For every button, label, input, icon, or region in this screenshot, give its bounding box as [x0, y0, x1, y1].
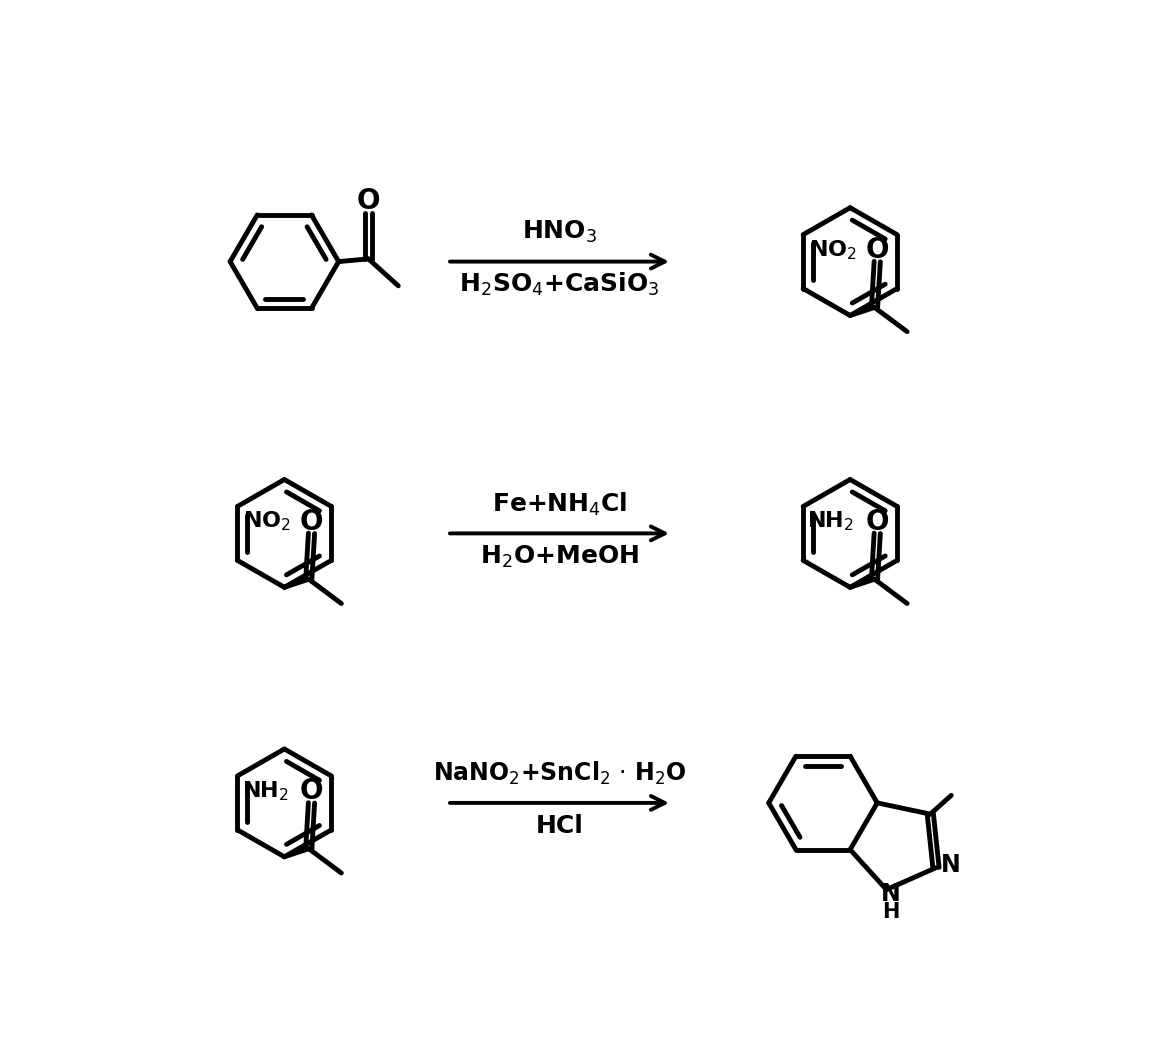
- Text: NaNO$_2$+SnCl$_2$ $\cdot$ H$_2$O: NaNO$_2$+SnCl$_2$ $\cdot$ H$_2$O: [432, 760, 686, 787]
- Text: O: O: [866, 507, 889, 536]
- Text: H: H: [882, 903, 899, 923]
- Text: O: O: [866, 236, 889, 264]
- Text: HNO$_3$: HNO$_3$: [522, 219, 597, 245]
- Text: O: O: [300, 507, 323, 536]
- Text: Fe+NH$_4$Cl: Fe+NH$_4$Cl: [491, 490, 627, 518]
- Text: NO$_2$: NO$_2$: [243, 509, 291, 534]
- Text: H$_2$SO$_4$+CaSiO$_3$: H$_2$SO$_4$+CaSiO$_3$: [459, 271, 659, 298]
- Text: NH$_2$: NH$_2$: [808, 509, 854, 534]
- Text: H$_2$O+MeOH: H$_2$O+MeOH: [480, 543, 639, 570]
- Text: O: O: [300, 777, 323, 805]
- Text: N: N: [941, 853, 961, 877]
- Text: NH$_2$: NH$_2$: [242, 779, 289, 803]
- Text: N: N: [881, 882, 901, 906]
- Text: O: O: [357, 187, 380, 216]
- Text: NO$_2$: NO$_2$: [809, 238, 857, 261]
- Text: HCl: HCl: [535, 814, 583, 838]
